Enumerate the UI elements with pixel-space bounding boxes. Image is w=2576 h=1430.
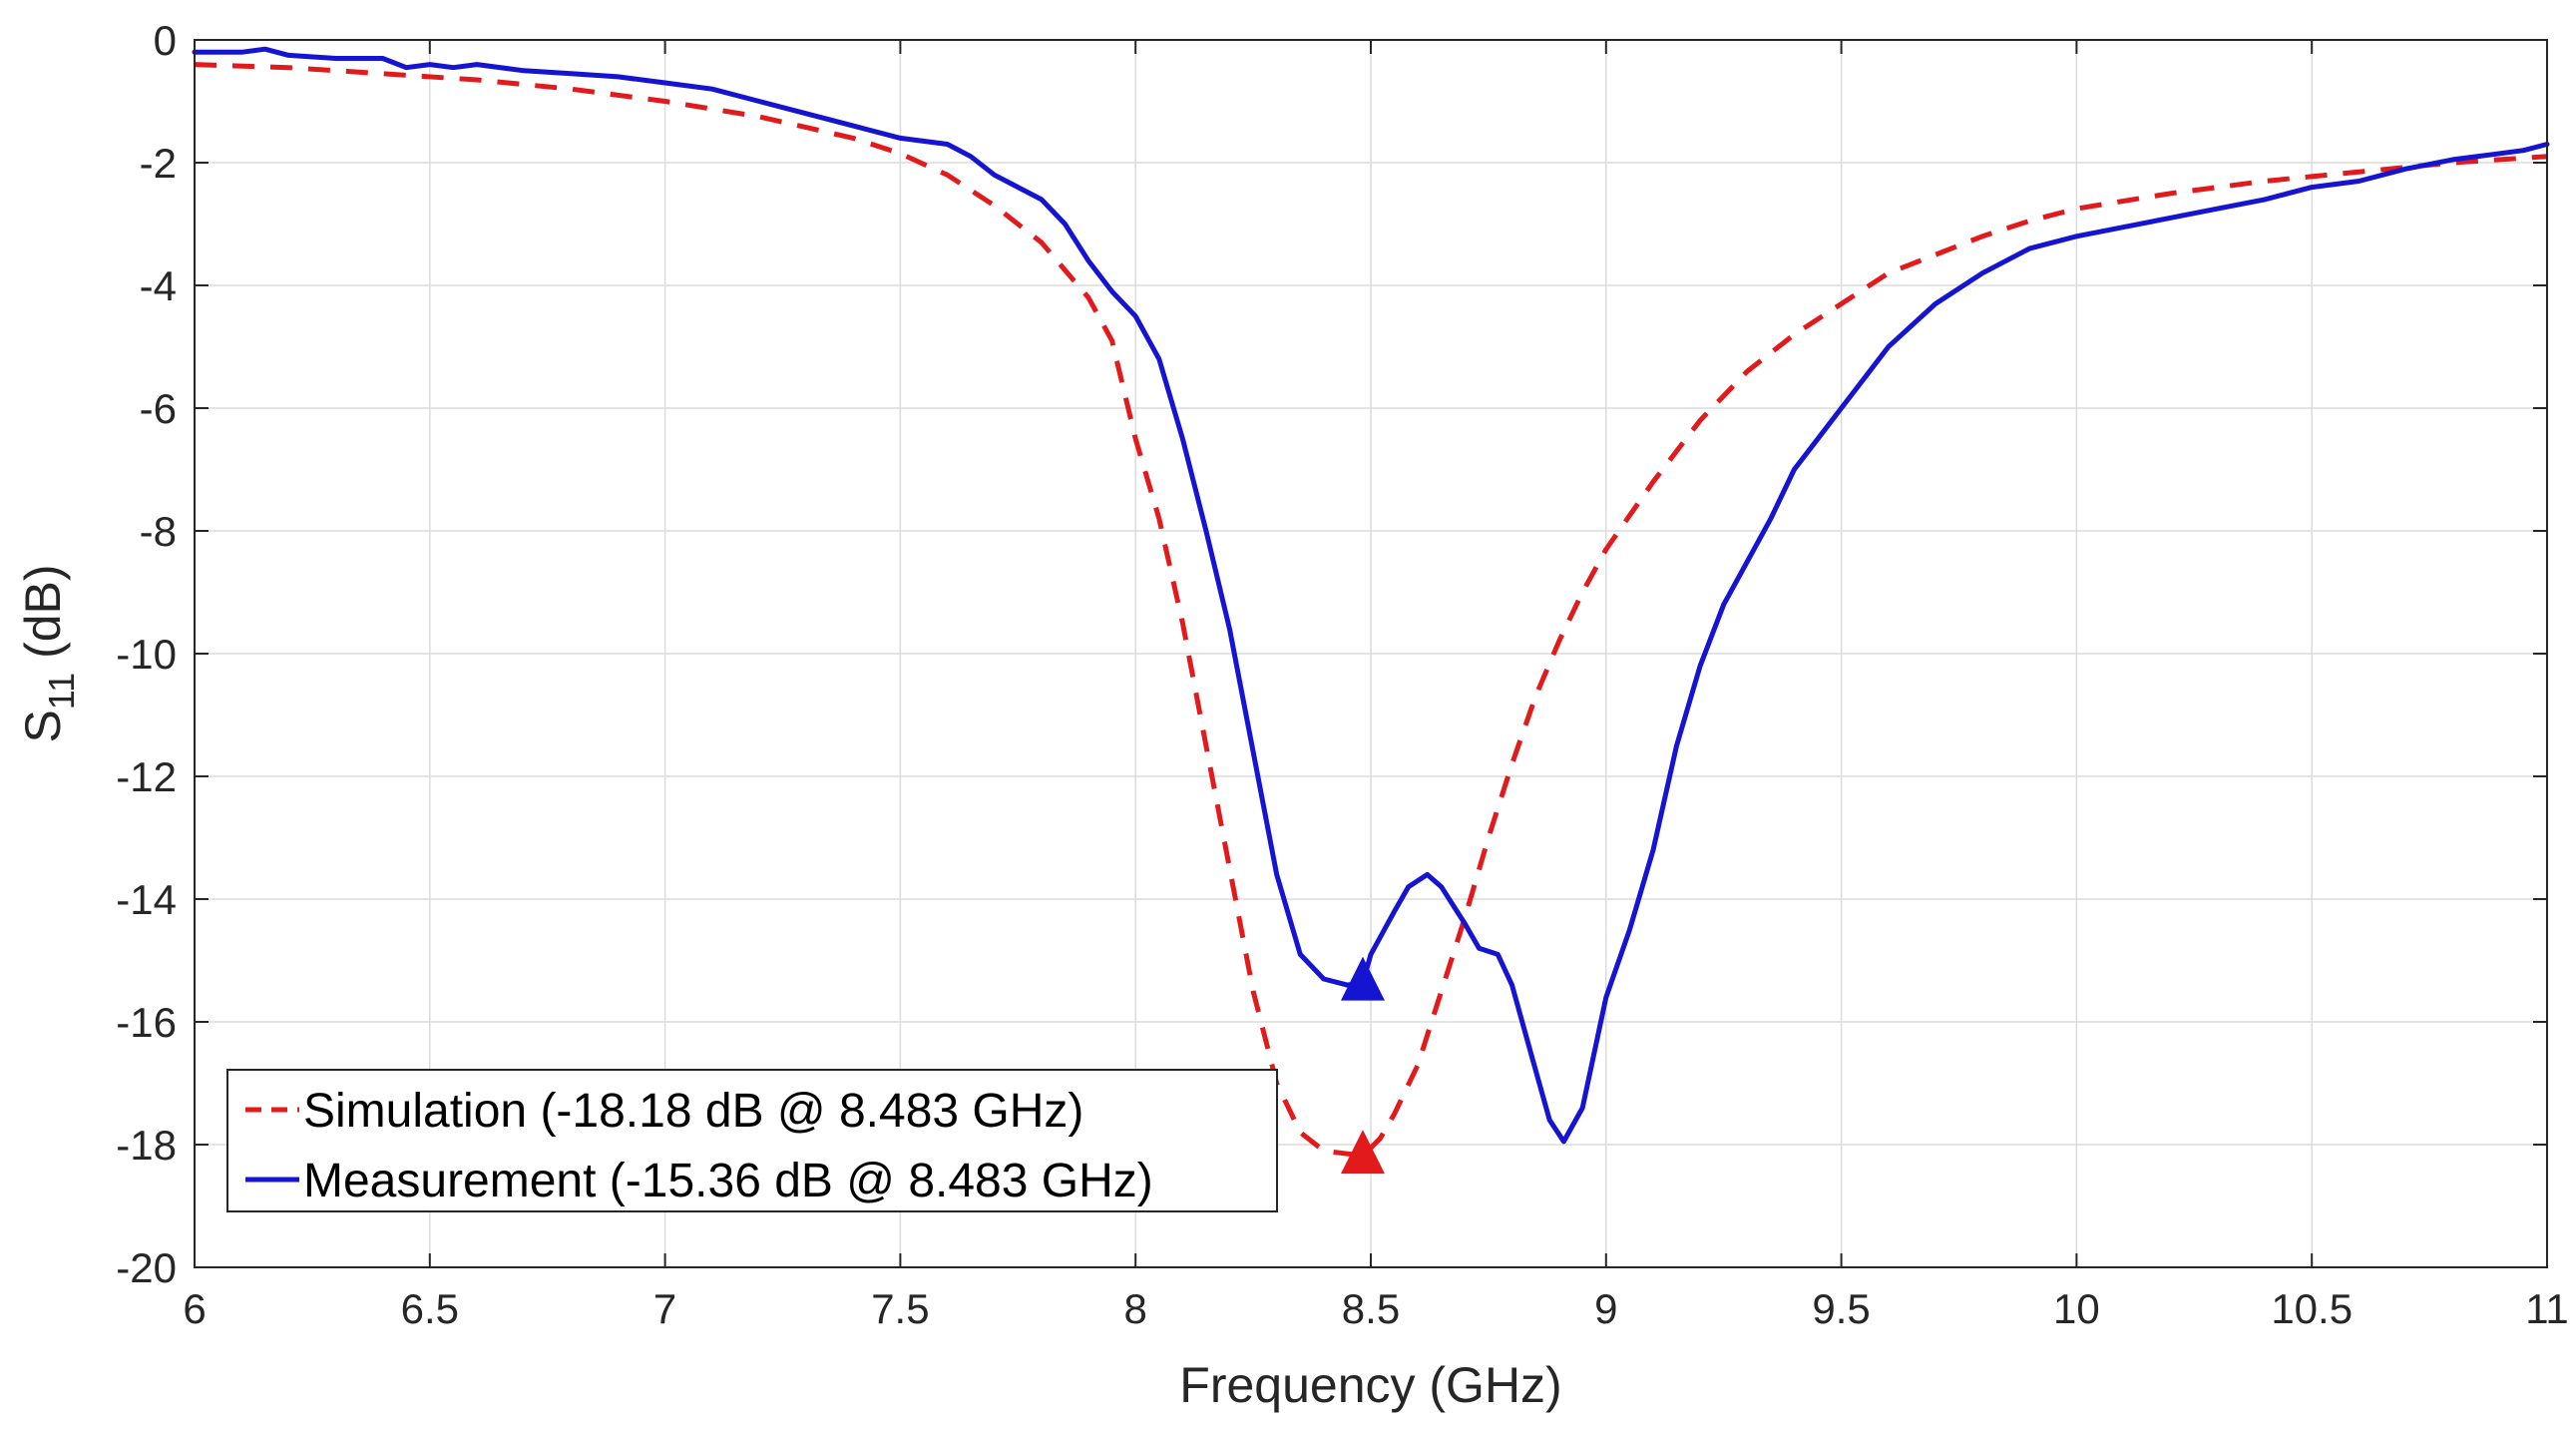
x-tick-label: 7.5 [871, 1285, 929, 1332]
axis-ticks [194, 39, 2548, 1268]
x-tick-labels: 6 6.5 7 7.5 8 8.5 9 9.5 10 10.5 11 [183, 1285, 2568, 1332]
y-axis-title-subscript: 11 [41, 673, 82, 710]
x-tick-label: 9.5 [1812, 1285, 1870, 1332]
y-tick-label: -10 [116, 631, 177, 678]
y-tick-label: -12 [116, 753, 177, 800]
legend-label-measurement: Measurement (-15.36 dB @ 8.483 GHz) [303, 1155, 1153, 1207]
legend: Simulation (-18.18 dB @ 8.483 GHz) Measu… [226, 1069, 1278, 1212]
y-axis-title: S11 (dB) [15, 564, 82, 742]
x-axis-title: Frequency (GHz) [1179, 1357, 1561, 1413]
y-tick-label: -18 [116, 1122, 177, 1169]
y-tick-label: -8 [140, 508, 177, 555]
y-tick-label: -16 [116, 999, 177, 1046]
y-tick-label: -20 [116, 1244, 177, 1291]
y-tick-label: 0 [154, 17, 177, 64]
y-axis-title-main: S [15, 710, 71, 742]
x-tick-label: 7 [653, 1285, 676, 1332]
x-tick-label: 8.5 [1342, 1285, 1400, 1332]
x-tick-label: 6.5 [401, 1285, 459, 1332]
y-tick-label: -14 [116, 876, 177, 923]
x-tick-label: 10.5 [2271, 1285, 2353, 1332]
x-tick-label: 8 [1124, 1285, 1147, 1332]
series-lines [192, 46, 2550, 1159]
x-tick-label: 10 [2053, 1285, 2100, 1332]
measurement-min-marker [1340, 956, 1385, 1001]
y-tick-labels: 0 -2 -4 -6 -8 -10 -12 -14 -16 -18 -20 [116, 17, 177, 1291]
legend-box [226, 1069, 1278, 1212]
x-tick-label: 9 [1594, 1285, 1617, 1332]
x-tick-label: 6 [183, 1285, 206, 1332]
simulation-line [194, 62, 2548, 1159]
simulation-min-marker [1340, 1130, 1385, 1175]
y-tick-label: -4 [140, 262, 177, 309]
y-tick-label: -6 [140, 385, 177, 432]
legend-label-simulation: Simulation (-18.18 dB @ 8.483 GHz) [303, 1085, 1083, 1138]
y-axis-title-suffix: (dB) [15, 564, 71, 672]
y-tick-label: -2 [140, 140, 177, 187]
measurement-line [192, 46, 2550, 1145]
series-markers [1340, 956, 1385, 1175]
x-tick-label: 11 [2525, 1285, 2569, 1332]
